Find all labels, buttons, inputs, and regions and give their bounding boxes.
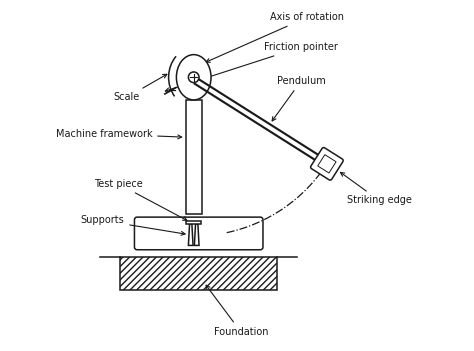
- Text: Supports: Supports: [81, 216, 185, 235]
- Bar: [120, 257, 277, 290]
- Ellipse shape: [176, 55, 211, 100]
- Bar: [186, 100, 202, 214]
- FancyBboxPatch shape: [310, 147, 343, 180]
- Bar: [120, 257, 277, 290]
- Text: Test piece: Test piece: [94, 179, 187, 220]
- Text: Machine framework: Machine framework: [55, 129, 182, 139]
- Text: Axis of rotation: Axis of rotation: [206, 12, 344, 62]
- FancyBboxPatch shape: [135, 217, 263, 250]
- Text: Friction pointer: Friction pointer: [165, 42, 337, 92]
- Text: Foundation: Foundation: [206, 285, 268, 337]
- Bar: [186, 220, 201, 224]
- Polygon shape: [194, 224, 199, 245]
- Bar: [318, 155, 336, 173]
- Circle shape: [188, 72, 199, 82]
- Text: Scale: Scale: [114, 74, 167, 102]
- Text: Pendulum: Pendulum: [272, 75, 326, 121]
- Text: Striking edge: Striking edge: [340, 172, 412, 205]
- Polygon shape: [188, 224, 193, 245]
